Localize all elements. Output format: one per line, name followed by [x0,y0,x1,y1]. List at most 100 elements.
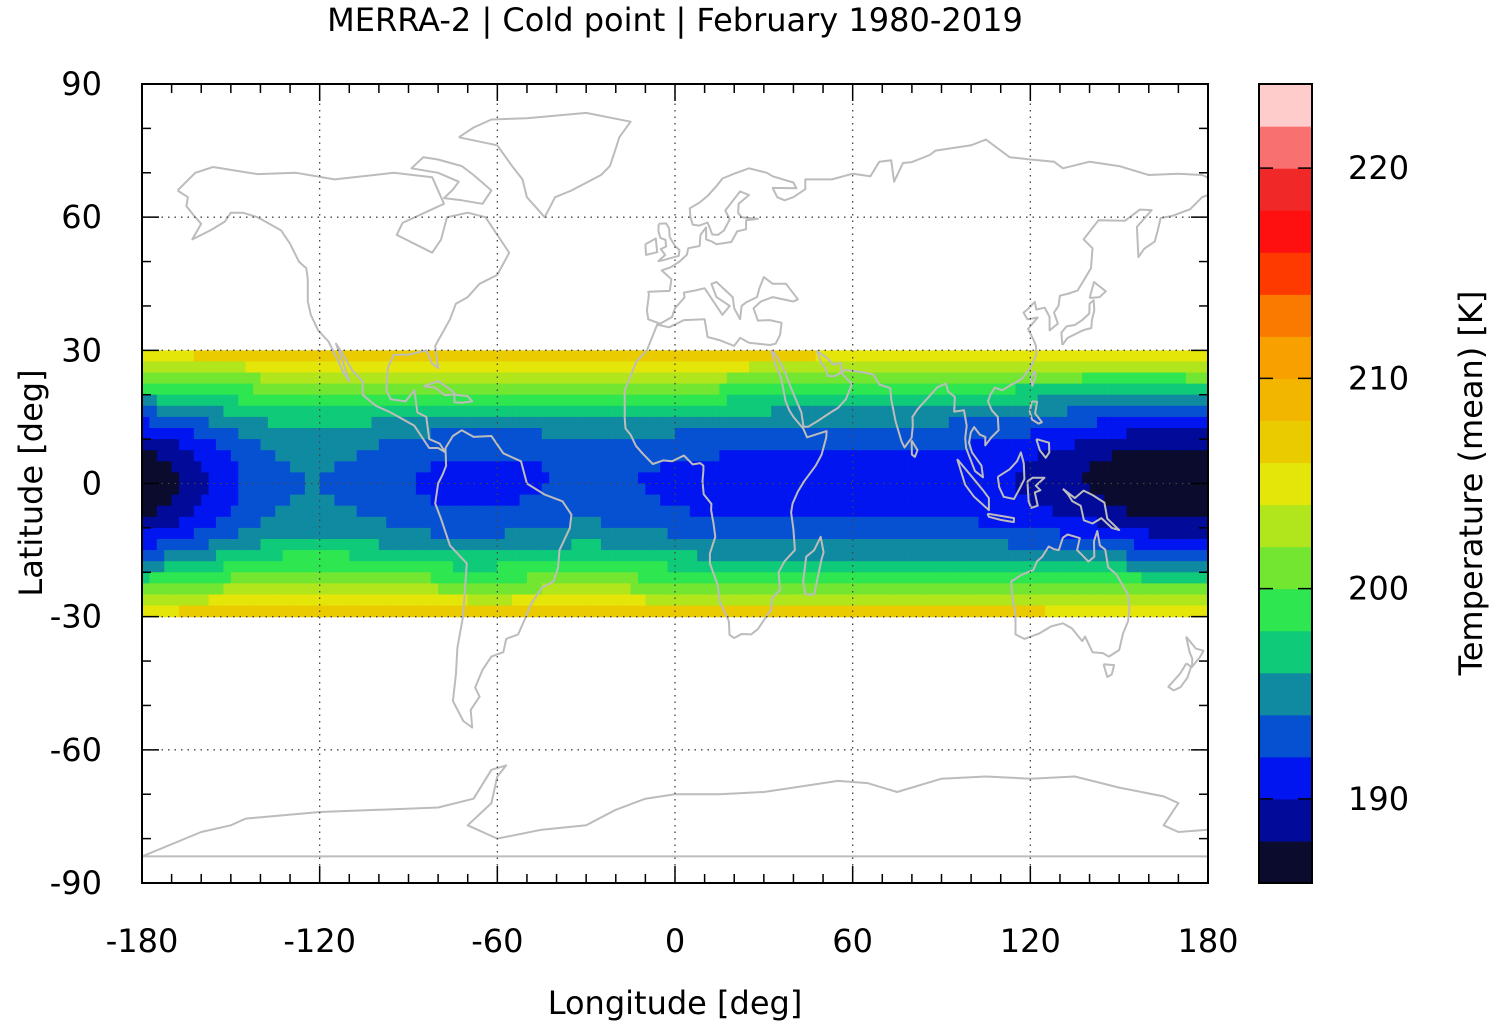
field-cell [312,439,321,451]
field-cell [778,472,787,485]
field-cell [1022,383,1031,396]
field-cell [615,538,624,551]
field-cell [297,416,306,429]
field-cell [1163,394,1172,407]
field-cell [1185,350,1194,363]
field-cell [660,405,669,418]
field-cell [926,516,935,529]
field-cell [290,361,299,374]
field-cell [978,372,987,385]
field-cell [327,416,336,429]
field-cell [223,428,232,440]
field-cell [304,505,313,518]
field-cell [216,494,225,507]
field-cell [934,538,943,551]
field-cell [512,450,521,462]
field-cell [726,439,735,451]
field-cell [948,561,957,573]
field-cell [497,572,506,584]
field-cell [756,450,765,462]
field-cell [985,605,994,618]
field-cell [800,494,809,507]
field-cell [963,383,972,396]
field-cell [971,350,980,363]
field-cell [630,561,639,573]
field-cell [297,361,306,374]
field-cell [371,505,380,518]
field-cell [334,383,343,396]
field-cell [1111,605,1120,618]
field-cell [1185,561,1194,573]
field-cell [245,472,254,485]
field-cell [401,550,410,562]
field-cell [1170,350,1179,363]
field-cell [682,527,691,540]
field-cell [593,550,602,562]
field-cell [689,505,698,518]
field-cell [889,572,898,584]
field-cell [1067,372,1076,385]
field-cell [1119,394,1128,407]
field-cell [556,505,565,518]
field-cell [489,472,498,485]
field-cell [1170,594,1179,607]
field-cell [216,561,225,573]
field-cell [652,483,661,496]
field-cell [423,428,432,440]
field-cell [623,550,632,562]
field-cell [230,416,239,429]
field-cell [1059,538,1068,551]
field-cell [808,538,817,551]
field-cell [1074,483,1083,496]
field-cell [1096,394,1105,407]
field-cell [186,572,195,584]
field-cell [312,361,321,374]
field-cell [860,428,869,440]
field-cell [845,527,854,540]
field-cell [497,439,506,451]
field-cell [600,416,609,429]
field-cell [445,439,454,451]
field-cell [549,405,558,418]
colorbar-tick-label: 210 [1348,359,1409,397]
field-cell [327,405,336,418]
field-cell [253,394,262,407]
field-cell [682,572,691,584]
field-cell [882,550,891,562]
field-cell [1082,550,1091,562]
field-cell [904,583,913,596]
field-cell [1008,361,1017,374]
field-cell [934,505,943,518]
field-cell [290,383,299,396]
field-cell [275,572,284,584]
field-cell [512,527,521,540]
field-cell [223,494,232,507]
field-cell [815,605,824,618]
field-cell [149,494,158,507]
field-cell [312,416,321,429]
field-cell [1052,516,1061,529]
field-cell [682,350,691,363]
field-cell [1082,428,1091,440]
field-cell [238,572,247,584]
field-cell [423,572,432,584]
field-cell [1200,428,1208,440]
field-cell [608,472,617,485]
field-cell [1030,505,1039,518]
coastline [1060,299,1096,346]
field-cell [956,527,965,540]
field-cell [1126,605,1135,618]
field-cell [934,372,943,385]
field-cell [608,550,617,562]
field-cell [586,394,595,407]
field-cell [186,550,195,562]
field-cell [963,561,972,573]
field-cell [963,505,972,518]
field-cell [452,416,461,429]
field-cell [1037,538,1046,551]
field-cell [171,516,180,529]
coastline [458,111,632,219]
field-cell [1156,372,1165,385]
field-cell [911,461,920,474]
field-cell [904,538,913,551]
